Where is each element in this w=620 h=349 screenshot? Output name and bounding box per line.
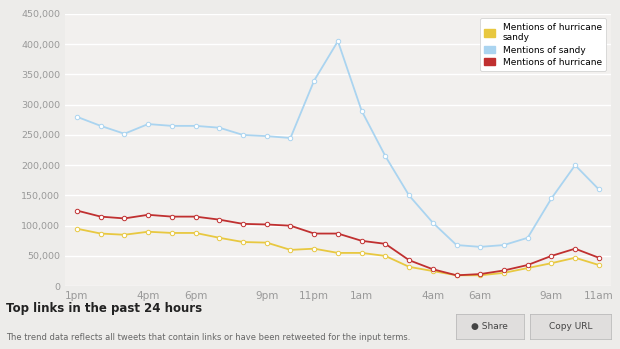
Text: Top links in the past 24 hours: Top links in the past 24 hours (6, 302, 202, 315)
Text: The trend data reflects all tweets that contain links or have been retweeted for: The trend data reflects all tweets that … (6, 333, 410, 342)
Text: Copy URL: Copy URL (549, 322, 592, 331)
Text: ● Share: ● Share (471, 322, 508, 331)
Legend: Mentions of hurricane
sandy, Mentions of sandy, Mentions of hurricane: Mentions of hurricane sandy, Mentions of… (480, 18, 606, 71)
